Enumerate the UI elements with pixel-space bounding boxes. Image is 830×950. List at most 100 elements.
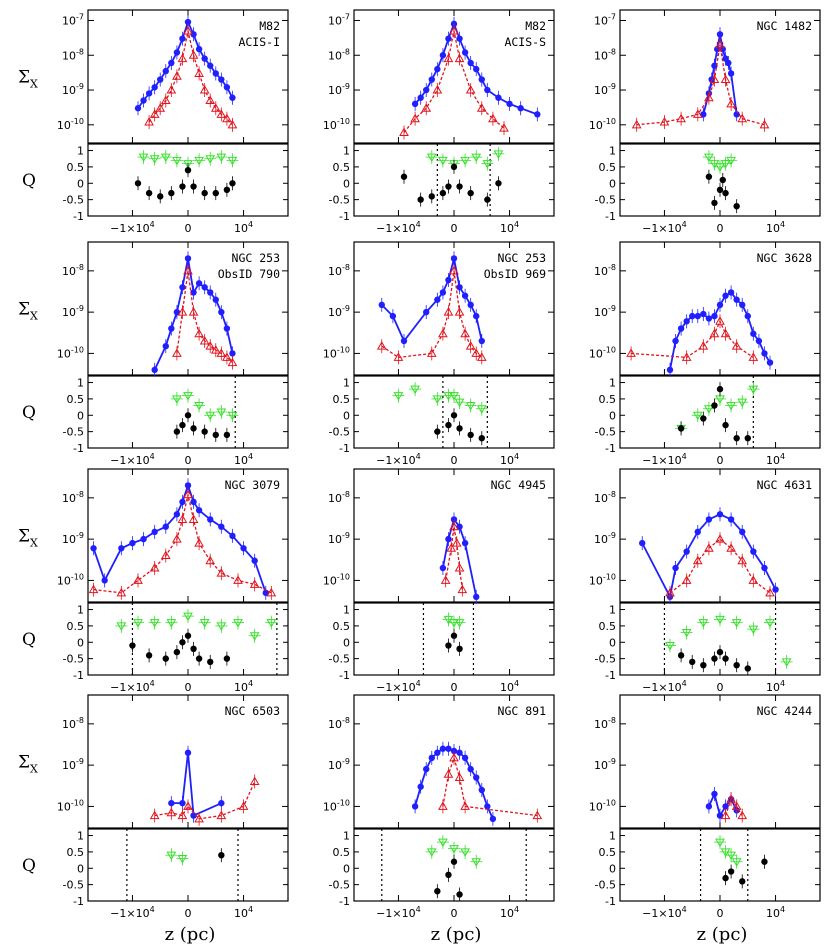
red-series-point — [266, 587, 277, 597]
blue-series-point — [434, 749, 441, 756]
blue-series-point — [716, 31, 724, 38]
red-series-point — [216, 348, 227, 357]
q-tick-label: 0.5 — [67, 393, 85, 406]
q-tick-label: 1 — [343, 145, 350, 158]
red-series-point — [465, 341, 476, 350]
red-series-point — [438, 801, 448, 810]
q-tick-label: 0 — [77, 177, 84, 190]
blue-series-point — [727, 289, 735, 296]
blue-series-line — [381, 258, 483, 343]
x-tick-label: −1×104 — [376, 220, 421, 235]
q-tick-label: -1 — [339, 669, 350, 682]
blue-series-point — [140, 97, 147, 104]
black-series-point — [711, 402, 718, 409]
blue-series-point — [761, 564, 768, 572]
q-tick-label: 1 — [77, 604, 84, 617]
blue-series-point — [218, 76, 225, 83]
green-series-point — [482, 160, 493, 169]
black-series-point — [705, 173, 713, 180]
q-tick-label: -1 — [73, 442, 84, 455]
x-tick-label: 104 — [234, 452, 253, 467]
green-series-point — [172, 156, 182, 166]
blue-series-point — [700, 310, 707, 318]
top-y-label: ΣX — [18, 527, 38, 550]
q-tick-label: 0.5 — [333, 393, 351, 406]
blue-series-point — [461, 49, 469, 56]
y-tick-label: 10-7 — [594, 12, 616, 27]
q-tick-label: 1 — [77, 830, 84, 843]
galaxy-label: NGC 4631 — [757, 478, 812, 492]
red-series-point — [449, 521, 459, 531]
x-tick-label: 0 — [717, 222, 724, 235]
blue-series-point — [439, 289, 447, 296]
green-series-point — [438, 156, 448, 166]
red-series-point — [446, 543, 457, 552]
green-series-point — [216, 408, 227, 418]
y-tick-label: 10-9 — [62, 82, 84, 97]
black-series-point — [145, 189, 153, 197]
x-axis-label-col1: z (pc) — [165, 924, 216, 945]
blue-series-point — [722, 803, 729, 810]
blue-series-point — [445, 745, 452, 752]
red-series-point — [488, 113, 498, 123]
red-series-point — [454, 53, 465, 63]
black-series-point — [700, 415, 707, 422]
x-axis-label-col2: z (pc) — [431, 924, 482, 945]
q-tick-label: -0.5 — [63, 194, 84, 207]
black-series-point — [744, 665, 751, 672]
red-series-line — [724, 797, 743, 816]
red-series-point — [720, 810, 731, 820]
blue-series-point — [223, 325, 231, 332]
blue-series-point — [90, 545, 97, 552]
red-series-point — [210, 345, 221, 354]
red-series-point — [499, 123, 509, 132]
green-series-point — [731, 858, 742, 867]
q-tick-label: 0 — [609, 862, 616, 875]
blue-series-line — [171, 752, 222, 817]
x-tick-label: −1×104 — [110, 220, 155, 235]
blue-series-point — [223, 84, 231, 91]
red-series-point — [737, 555, 748, 565]
y-tick-label: 10-9 — [62, 531, 84, 546]
q-tick-label: -0.5 — [329, 194, 350, 207]
blue-series-point — [716, 812, 724, 819]
black-series-point — [173, 428, 181, 435]
red-series-point — [249, 776, 260, 786]
q-tick-label: -0.5 — [595, 426, 616, 439]
blue-series-point — [666, 366, 674, 374]
red-series-point — [715, 534, 725, 543]
black-series-point — [190, 183, 197, 190]
blue-series-point — [400, 337, 408, 345]
blue-series-point — [445, 35, 452, 42]
green-series-point — [199, 619, 210, 628]
q-tick-label: -0.5 — [595, 653, 616, 666]
x-tick-label: 104 — [234, 220, 253, 235]
black-series-point — [229, 180, 236, 187]
red-series-point — [704, 543, 714, 552]
panel-ngc-4244: 10-8 10-9 10-10 1 0.5 0 -0.5 -1 −1×104 0 104 NGC 42… — [589, 694, 821, 920]
red-series-point — [216, 109, 227, 118]
blue-series-point — [411, 803, 419, 810]
y-tick-label: 10-8 — [328, 47, 350, 62]
red-series-point — [393, 352, 404, 361]
galaxy-label: ObsID 969 — [484, 267, 546, 281]
black-series-point — [218, 851, 225, 859]
blue-series-point — [201, 284, 208, 291]
red-series-point — [183, 265, 193, 275]
blue-series-point — [461, 539, 469, 547]
red-series-point — [194, 538, 204, 547]
black-series-point — [168, 189, 175, 197]
black-series-point — [179, 183, 186, 190]
green-series-point — [454, 619, 465, 628]
red-series-point — [149, 810, 160, 820]
red-series-point — [726, 98, 736, 108]
y-tick-label: 10-8 — [328, 490, 350, 505]
black-series-point — [445, 871, 452, 879]
x-tick-label: −1×104 — [110, 905, 155, 920]
q-tick-label: 1 — [609, 377, 616, 390]
q-tick-label: -1 — [73, 669, 84, 682]
blue-series-point — [207, 516, 214, 523]
x-tick-label: 0 — [185, 222, 192, 235]
bottom-y-label: Q — [22, 856, 36, 876]
q-tick-label: 0 — [343, 636, 350, 649]
